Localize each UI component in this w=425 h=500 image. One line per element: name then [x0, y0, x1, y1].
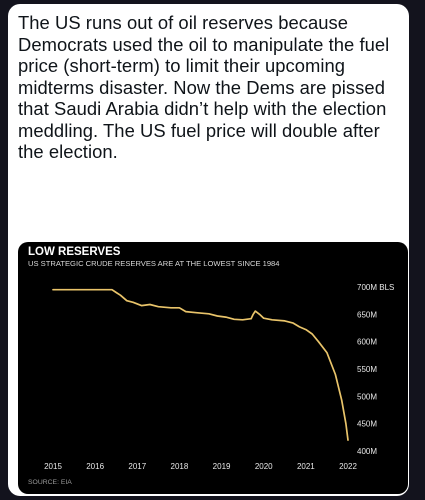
x-tick-label: 2018	[171, 462, 189, 471]
tweet-text: The US runs out of oil reserves because …	[18, 12, 390, 162]
y-tick-label: 550M	[357, 365, 377, 374]
reserves-line-chart: 2015 2016 2017 2018 2019 2020 2021 2022 700M BL…	[44, 283, 394, 471]
x-tick-label: 2017	[128, 462, 146, 471]
y-tick-label: 500M	[357, 392, 377, 401]
x-tick-label: 2019	[213, 462, 231, 471]
x-tick-label: 2020	[255, 462, 273, 471]
reserves-series-line	[52, 288, 349, 441]
x-tick-label: 2021	[297, 462, 315, 471]
x-tick-label: 2022	[339, 462, 357, 471]
y-tick-label: 700M BLS	[357, 283, 394, 292]
y-tick-label: 600M	[357, 338, 377, 347]
x-tick-label: 2016	[86, 462, 104, 471]
y-tick-label: 400M	[357, 447, 377, 456]
chart-title: LOW RESERVES	[28, 246, 121, 258]
chart-subtitle: US STRATEGIC CRUDE RESERVES ARE AT THE L…	[28, 259, 280, 268]
chart-source: SOURCE: EIA	[28, 479, 72, 486]
y-tick-label: 650M	[357, 310, 377, 319]
tweet-media-chart[interactable]: 2015 2016 2017 2018 2019 2020 2021 2022 700M BL…	[18, 242, 408, 494]
x-tick-label: 2015	[44, 462, 62, 471]
tweet-card: The US runs out of oil reserves because …	[8, 4, 409, 496]
y-tick-label: 450M	[357, 420, 377, 429]
